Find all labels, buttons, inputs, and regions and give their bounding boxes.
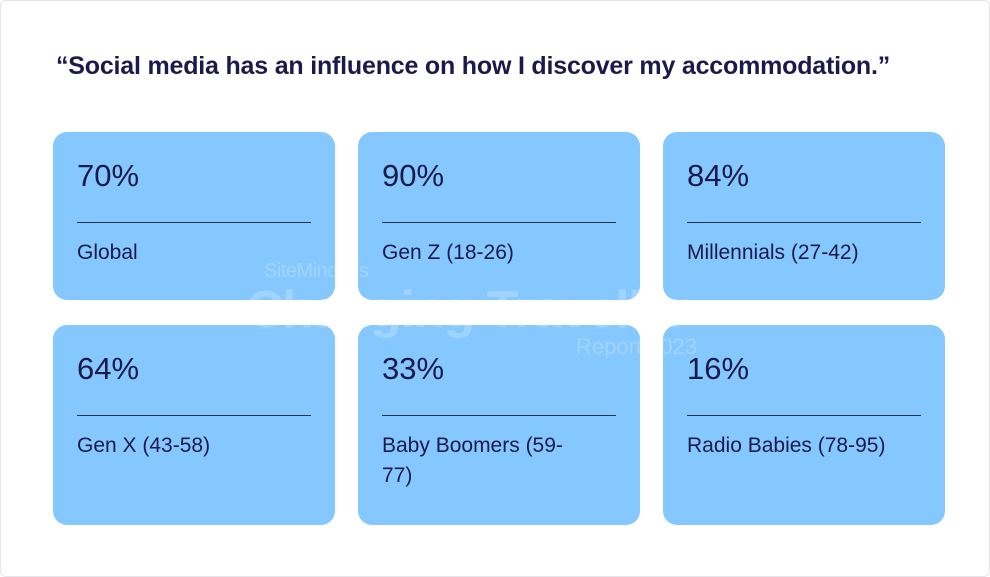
stat-card-baby-boomers: 33% Baby Boomers (59-77) <box>358 325 640 525</box>
divider <box>687 222 921 223</box>
stat-label: Baby Boomers (59-77) <box>382 434 563 488</box>
divider <box>77 222 311 223</box>
stat-label: Gen Z (18-26) <box>382 241 514 264</box>
stat-label: Millennials (27-42) <box>687 241 859 264</box>
stat-card-global: 70% Global <box>53 132 335 300</box>
stat-value: 90% <box>382 158 445 193</box>
divider <box>687 415 921 416</box>
headline: “Social media has an influence on how I … <box>56 52 891 80</box>
stat-value: 64% <box>77 351 140 386</box>
stat-label: Gen X (43-58) <box>77 434 211 457</box>
stat-card-gen-x: 64% Gen X (43-58) <box>53 325 335 525</box>
divider <box>77 415 311 416</box>
stat-value: 70% <box>77 158 140 193</box>
divider <box>382 222 616 223</box>
stat-value: 84% <box>687 158 750 193</box>
stat-label: Radio Babies (78-95) <box>687 434 886 457</box>
stat-card-gen-z: 90% Gen Z (18-26) <box>358 132 640 300</box>
divider <box>382 415 616 416</box>
stat-value: 33% <box>382 351 445 386</box>
stat-label: Global <box>77 241 138 264</box>
stat-value: 16% <box>687 351 750 386</box>
stat-card-millennials: 84% Millennials (27-42) <box>663 132 945 300</box>
stat-card-radio-babies: 16% Radio Babies (78-95) <box>663 325 945 525</box>
